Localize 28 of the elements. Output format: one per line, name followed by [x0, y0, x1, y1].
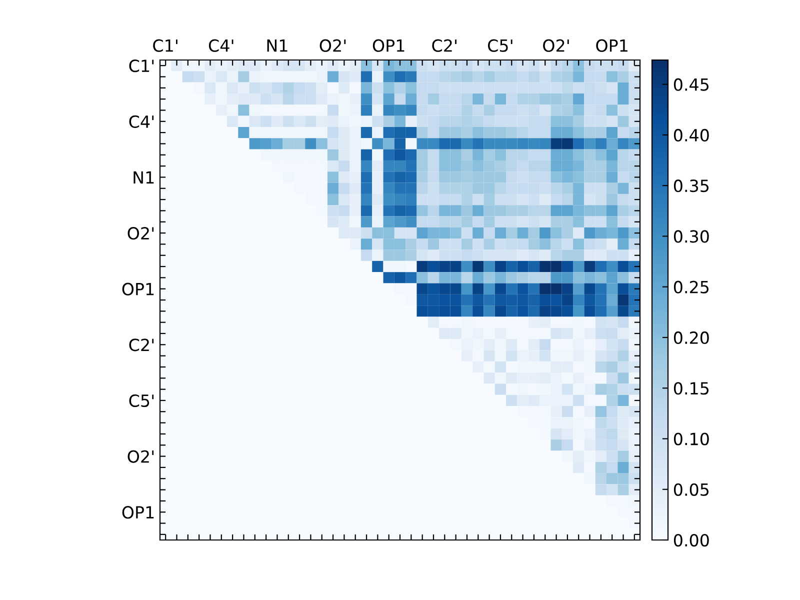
x-tick-label: C2': [432, 39, 456, 52]
color-bar-label: 0.20: [674, 331, 709, 344]
x-tick-label: C1': [153, 39, 178, 52]
x-tick-label: O2': [543, 39, 569, 52]
color-bar-label: 0.00: [674, 534, 709, 547]
color-bar-label: 0.40: [674, 128, 709, 142]
y-tick-label: O2': [128, 450, 154, 463]
y-tick-label: C2': [129, 338, 154, 352]
x-tick-label: N1: [267, 40, 288, 52]
x-tick-label: C4': [208, 39, 234, 52]
color-bar-label: 0.10: [674, 432, 709, 446]
y-tick-label: OP1: [122, 282, 154, 296]
color-bar-label: 0.30: [674, 230, 709, 243]
color-bar-label: 0.45: [674, 78, 709, 91]
color-bar-label: 0.05: [674, 483, 709, 496]
y-tick-label: C1': [129, 60, 154, 72]
x-tick-label: OP1: [372, 39, 404, 52]
y-tick-label: C4': [129, 115, 154, 128]
x-tick-label: OP1: [596, 39, 628, 52]
color-bar-label: 0.15: [674, 382, 709, 395]
y-tick-label: OP1: [122, 506, 154, 519]
color-bar-label: 0.35: [674, 180, 709, 192]
x-tick-label: C5': [488, 39, 512, 52]
y-tick-label: O2': [128, 226, 154, 240]
color-bar-label: 0.25: [674, 280, 709, 294]
x-tick-label: O2': [320, 39, 346, 52]
y-tick-label: N1: [134, 171, 154, 184]
y-tick-label: C5': [129, 394, 154, 408]
